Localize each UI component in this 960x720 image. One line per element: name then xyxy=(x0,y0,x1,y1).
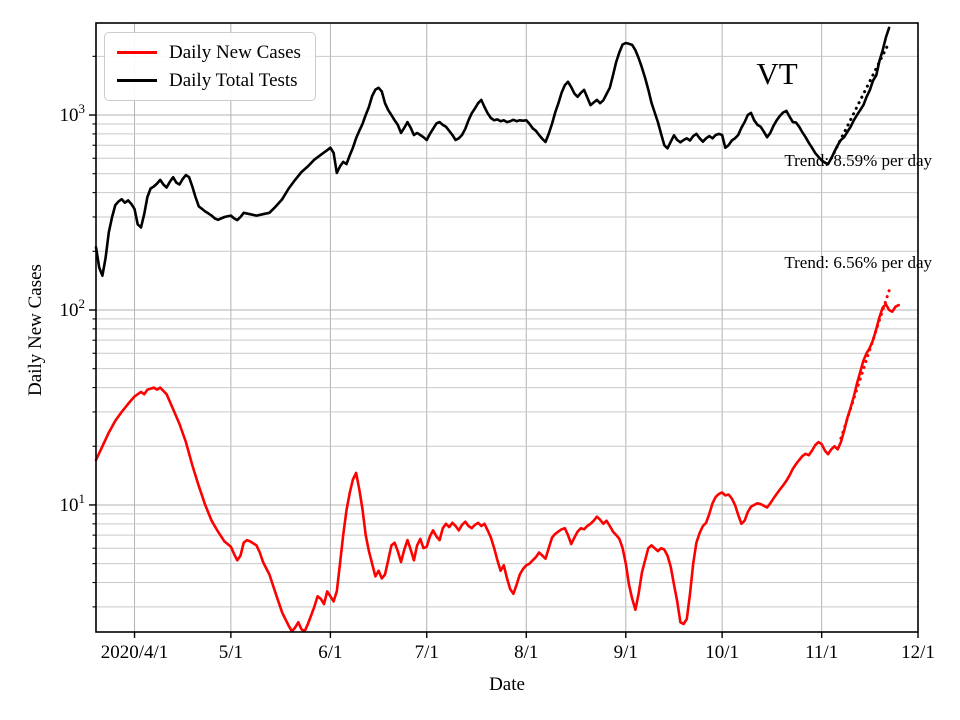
x-tick-label: 10/1 xyxy=(705,642,739,663)
y-tick-label: 101 xyxy=(60,491,86,516)
cases-trend-annotation: Trend: 6.56% per day xyxy=(784,253,932,272)
tests-trend-annotation: Trend: 8.59% per day xyxy=(784,151,932,170)
y-tick-label: 102 xyxy=(60,296,86,321)
y-axis-label: Daily New Cases xyxy=(25,264,46,396)
series-daily-new-cases xyxy=(94,302,901,633)
tests-line-sample xyxy=(117,79,157,82)
x-tick-label: 12/1 xyxy=(901,642,935,663)
legend: Daily New Cases Daily Total Tests xyxy=(104,32,316,101)
x-tick-label: 6/1 xyxy=(318,642,342,663)
x-tick-label: 11/1 xyxy=(805,642,838,663)
legend-item-tests: Daily Total Tests xyxy=(117,70,301,91)
legend-item-cases: Daily New Cases xyxy=(117,42,301,63)
x-tick-label: 7/1 xyxy=(415,642,439,663)
x-axis-label: Date xyxy=(489,674,525,695)
series-daily-total-tests xyxy=(94,26,891,278)
legend-label-tests: Daily Total Tests xyxy=(169,70,298,91)
x-tick-label: 5/1 xyxy=(219,642,243,663)
x-tick-label: 9/1 xyxy=(614,642,638,663)
state-annotation: VT xyxy=(756,56,798,91)
x-tick-label: 2020/4/1 xyxy=(101,642,169,663)
x-tick-label: 8/1 xyxy=(514,642,538,663)
plot-frame xyxy=(95,22,919,633)
y-tick-label: 103 xyxy=(60,101,86,126)
legend-label-cases: Daily New Cases xyxy=(169,42,301,63)
cases-line-sample xyxy=(117,51,157,54)
